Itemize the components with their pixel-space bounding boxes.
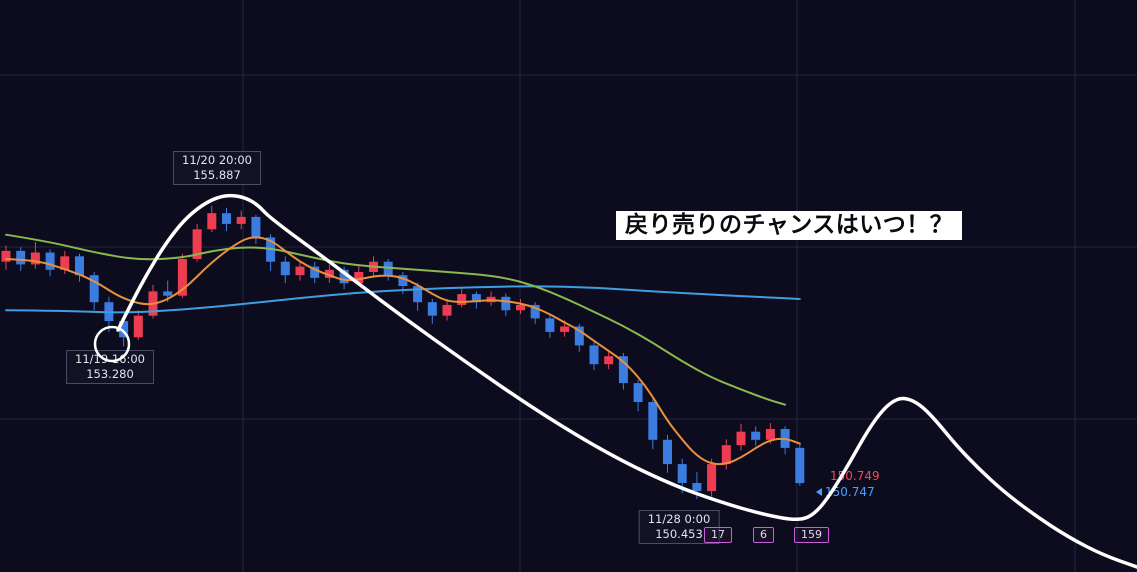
candlestick [589, 342, 599, 371]
candlestick [457, 288, 467, 308]
candlestick [60, 250, 70, 275]
candlestick [633, 379, 643, 412]
low-price-label: 11/19 16:00 153.280 [66, 350, 154, 384]
candlestick [119, 315, 129, 347]
candlestick [280, 256, 290, 284]
candlestick [339, 266, 349, 290]
candlestick [516, 299, 525, 315]
bottom-time-text: 11/28 0:00 [647, 512, 711, 526]
candlestick [751, 426, 761, 446]
candlestick [354, 264, 364, 286]
candlestick [427, 299, 437, 324]
bar-count-badge: 17 [704, 527, 732, 543]
candlestick [648, 399, 658, 449]
low-time-text: 11/19 16:00 [75, 352, 145, 366]
bid-price-value: 150.747 [825, 485, 875, 499]
candlestick [75, 253, 84, 282]
candlestick [104, 296, 114, 332]
candlestick [383, 259, 393, 281]
candlestick [530, 302, 540, 324]
candlestick [721, 439, 731, 470]
candlestick [486, 291, 496, 306]
candlestick [795, 444, 805, 486]
candlestick [251, 214, 261, 244]
candlestick [207, 205, 217, 232]
low-price-text: 153.280 [86, 367, 134, 381]
candlestick [545, 315, 555, 338]
bar-count-badge: 6 [753, 527, 774, 543]
candlestick [148, 284, 158, 319]
ask-price-value: 150.749 [830, 469, 880, 483]
left-triangle-icon [816, 488, 822, 496]
candlestick [89, 272, 99, 311]
candlestick [45, 249, 55, 277]
peak-price-text: 155.887 [193, 168, 241, 182]
candlestick [310, 261, 320, 284]
candlestick [677, 458, 687, 494]
candlestick [663, 434, 672, 473]
candlestick [30, 241, 40, 269]
bar-count-badge: 159 [794, 527, 829, 543]
bottom-price-text: 150.453 [655, 527, 703, 541]
candlestick [236, 210, 246, 230]
candlestick [1, 245, 11, 270]
candlestick [501, 293, 511, 317]
peak-time-text: 11/20 20:00 [182, 153, 252, 167]
peak-price-label: 11/20 20:00 155.887 [173, 151, 261, 185]
candlestick [222, 207, 231, 231]
candlestick [133, 310, 143, 340]
ask-price-tag: 150.749 [830, 469, 880, 483]
candlestick [692, 472, 702, 499]
bid-price-tag: 150.747 [816, 485, 875, 499]
annotation-callout: 戻り売りのチャンスはいつ！？ [616, 211, 963, 240]
candlestick [736, 423, 746, 451]
candlestick [442, 299, 452, 321]
